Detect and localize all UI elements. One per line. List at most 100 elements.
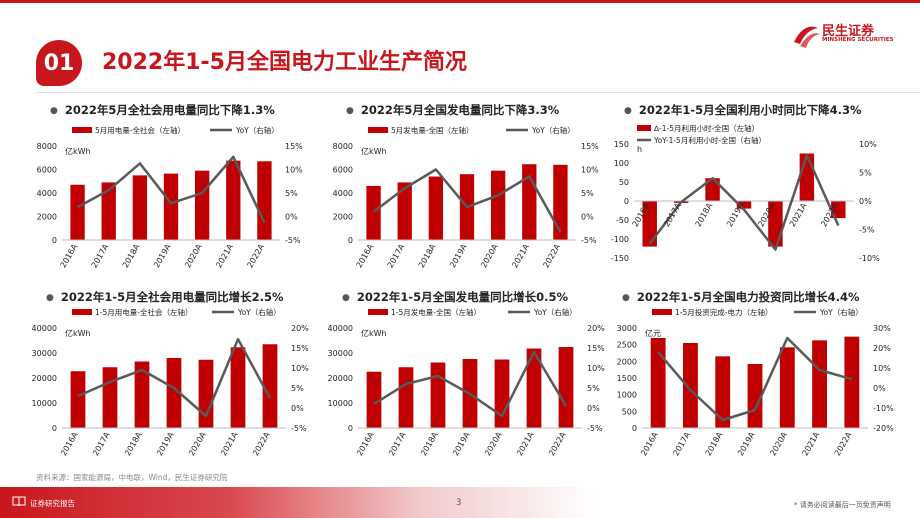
yoy-series-line xyxy=(657,336,853,422)
right-tick-label: -5% xyxy=(859,226,875,235)
category-label: 2018A xyxy=(704,430,725,457)
chart-title-5: 2022年1-5月全国发电量同比增长0.5% xyxy=(342,289,568,305)
right-tick-label: 10% xyxy=(859,140,877,149)
left-tick-label: 30000 xyxy=(32,349,57,358)
legend-line-label: YoY（右轴） xyxy=(533,307,577,317)
right-tick-label: 10% xyxy=(581,166,599,175)
category-label: 2022A xyxy=(251,430,272,457)
chart-title-4: 2022年1-5月全社会用电量同比增长2.5% xyxy=(46,289,284,305)
bar xyxy=(553,164,568,240)
left-tick-label: 0 xyxy=(348,236,353,245)
book-icon xyxy=(12,496,26,507)
bar xyxy=(736,201,752,209)
right-tick-label: 0% xyxy=(285,213,298,222)
category-label: 2016A xyxy=(639,430,660,457)
left-tick-label: 4000 xyxy=(37,189,57,198)
left-tick-label: 3000 xyxy=(617,324,637,333)
right-tick-label: 20% xyxy=(291,324,309,333)
bar xyxy=(812,340,827,428)
left-tick-label: 500 xyxy=(622,407,637,416)
title-divider xyxy=(36,92,920,93)
category-label: 2020A xyxy=(768,430,789,457)
right-tick-label: -5% xyxy=(291,424,307,433)
left-tick-label: 40000 xyxy=(328,324,353,333)
category-label: 2020A xyxy=(483,430,504,457)
category-label: 2022A xyxy=(541,242,562,269)
top-accent-line xyxy=(0,0,920,3)
category-label: 2019A xyxy=(152,242,173,269)
left-tick-label: 4000 xyxy=(333,189,353,198)
bar xyxy=(799,153,815,201)
category-label: 2021A xyxy=(801,430,822,457)
left-tick-label: 2000 xyxy=(333,213,353,222)
category-label: 2020A xyxy=(479,242,500,269)
chart-yoy-may-consumption: 5月用电量-全社会（左轴） YoY（右轴） 亿kWh 0 2000 4000 6000 800… xyxy=(37,125,304,269)
left-tick-label: -50 xyxy=(616,216,629,225)
bar xyxy=(705,178,720,201)
right-tick-label: 0% xyxy=(587,404,600,413)
bar xyxy=(366,185,381,240)
category-label: 2021A xyxy=(515,430,536,457)
bar xyxy=(163,173,179,240)
chart-power-investment: 1-5月投资完成-电力（左轴） YoY（右轴） 亿元 0 500 1000 1500 2000… xyxy=(617,307,894,457)
bar xyxy=(430,362,446,428)
legend-bar-swatch xyxy=(368,127,388,133)
left-tick-label: 10000 xyxy=(328,399,353,408)
left-tick-label: 10000 xyxy=(32,399,57,408)
legend-bar-swatch xyxy=(72,127,92,133)
left-axis-unit: 亿kWh xyxy=(361,328,387,338)
right-tick-label: 0% xyxy=(291,404,304,413)
right-tick-label: 10% xyxy=(291,364,309,373)
category-label: 2017A xyxy=(91,430,112,457)
legend-bar-swatch xyxy=(637,125,651,131)
chart-title-3: 2022年1-5月全国利用小时同比下降4.3% xyxy=(624,102,862,118)
chart-utilization-hours: ∆-1-5月利用小时-全国（左轴） YoY-1-5月利用小时-全国（右轴） h -15… xyxy=(611,123,880,263)
category-label: 2017A xyxy=(387,430,408,457)
left-axis-unit: h xyxy=(637,145,642,154)
right-tick-label: 0% xyxy=(859,197,872,206)
left-tick-label: 1000 xyxy=(617,391,637,400)
right-tick-label: 15% xyxy=(285,142,303,151)
category-label: 2021A xyxy=(510,242,531,269)
legend-bar-label: 1-5月用电量-全社会（左轴） xyxy=(95,307,192,317)
category-label: 2022A xyxy=(547,430,568,457)
chart-ytd-generation: 1-5月发电量-全国（左轴） YoY（右轴） 亿kWh 0 10000 20000 3000… xyxy=(328,307,606,457)
bar xyxy=(428,176,444,240)
category-label: 2016A xyxy=(355,430,376,457)
disclaimer-note: * 请务必阅读最后一页免责声明 xyxy=(794,501,891,509)
legend-bar-swatch xyxy=(652,309,672,315)
right-tick-label: -10% xyxy=(873,404,894,413)
left-tick-label: 2500 xyxy=(617,341,637,350)
left-tick-label: 0 xyxy=(632,424,637,433)
category-label: 2018A xyxy=(121,242,142,269)
legend-bar-label: 5月发电量-全国（左轴） xyxy=(391,125,473,135)
bar xyxy=(166,358,182,428)
right-tick-label: 0% xyxy=(581,213,594,222)
left-tick-label: 2000 xyxy=(37,213,57,222)
category-label: 2018A xyxy=(123,430,144,457)
category-label: 2019A xyxy=(451,430,472,457)
left-tick-label: 50 xyxy=(619,178,629,187)
category-label: 2020A xyxy=(187,430,208,457)
yoy-series-line xyxy=(648,154,840,251)
legend-line-label: YoY-1-5月利用小时-全国（右轴） xyxy=(653,135,766,145)
chart-yoy-may-generation: 5月发电量-全国（左轴） YoY（右轴） 亿kWh 0 2000 4000 6000 8000… xyxy=(333,125,600,269)
bar xyxy=(226,160,241,240)
bar xyxy=(70,184,85,240)
bar xyxy=(494,359,510,428)
left-tick-label: 20000 xyxy=(32,374,57,383)
right-tick-label: 5% xyxy=(859,169,872,178)
right-tick-label: -5% xyxy=(587,424,603,433)
right-tick-label: 15% xyxy=(291,344,309,353)
bar xyxy=(366,371,382,428)
footer-bar xyxy=(0,487,920,518)
bar xyxy=(132,175,148,240)
bar xyxy=(102,367,118,428)
bar xyxy=(70,371,86,428)
yoy-series-line xyxy=(77,337,272,418)
bar xyxy=(844,336,860,428)
left-tick-label: 6000 xyxy=(333,166,353,175)
left-tick-label: 1500 xyxy=(617,374,637,383)
category-label: 2019A xyxy=(725,201,746,228)
right-tick-label: 5% xyxy=(587,384,600,393)
